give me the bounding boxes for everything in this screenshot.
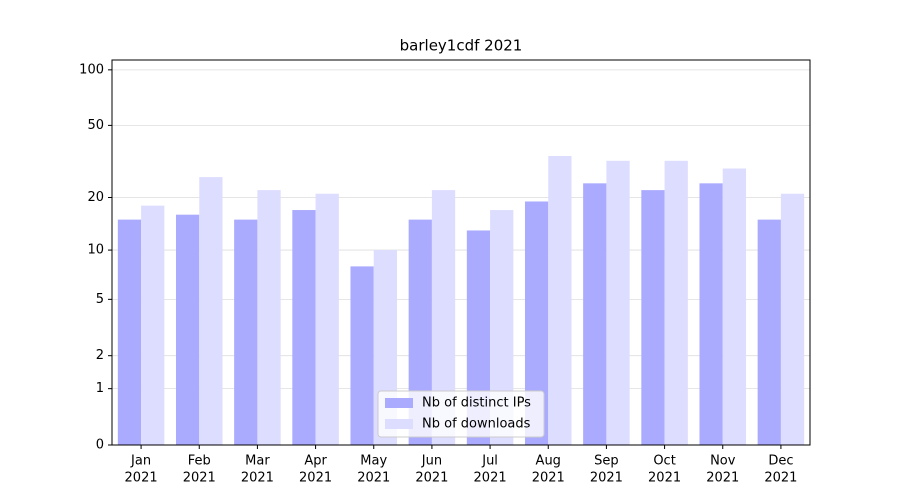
bar [175, 214, 200, 445]
bar [350, 266, 374, 445]
x-tick-label: Jan [130, 454, 151, 469]
x-tick-label: Mar [245, 454, 270, 469]
bar [524, 201, 549, 445]
bar [722, 168, 747, 445]
x-tick-label: 2021 [299, 471, 332, 486]
bar [490, 210, 514, 445]
x-tick-label: 2021 [474, 471, 507, 486]
legend-swatch [385, 398, 413, 408]
bar [199, 177, 223, 445]
y-tick-label: 2 [96, 348, 104, 363]
x-tick-label: Aug [536, 454, 561, 469]
y-tick-label: 0 [96, 438, 104, 453]
bar [257, 190, 281, 445]
legend-box [377, 390, 545, 438]
bar [606, 160, 630, 445]
x-tick-label: 2021 [648, 471, 681, 486]
x-tick-label: 2021 [357, 471, 390, 486]
bar [757, 219, 781, 445]
x-tick-label: Sep [594, 454, 619, 469]
legend-label: Nb of distinct IPs [422, 396, 531, 411]
y-tick-label: 20 [87, 190, 104, 205]
bar [141, 205, 165, 445]
x-tick-label: 2021 [183, 471, 216, 486]
bar [780, 193, 805, 445]
x-tick-label: 2021 [590, 471, 623, 486]
bar [699, 183, 723, 445]
x-tick-label: 2021 [415, 471, 448, 486]
bar [641, 190, 665, 445]
x-tick-label: 2021 [706, 471, 739, 486]
x-tick-label: Dec [768, 454, 793, 469]
y-tick-label: 50 [87, 118, 104, 133]
plot-frame [111, 59, 811, 446]
x-tick-label: 2021 [125, 471, 158, 486]
x-tick-label: 2021 [764, 471, 797, 486]
x-tick-label: Apr [304, 454, 327, 469]
legend-swatch [385, 419, 413, 429]
bar [548, 155, 572, 446]
x-tick-label: Jul [481, 454, 498, 469]
x-tick-label: Oct [653, 454, 675, 469]
x-tick-label: Jun [421, 454, 442, 469]
bar [431, 190, 456, 445]
bar [583, 183, 607, 445]
x-tick-label: 2021 [532, 471, 565, 486]
x-tick-label: Feb [188, 454, 211, 469]
bar [292, 210, 316, 445]
x-tick-label: May [360, 454, 387, 469]
bar [664, 160, 688, 445]
bar [234, 219, 258, 445]
legend-label: Nb of downloads [422, 417, 531, 432]
chart-title: barley1cdf 2021 [400, 37, 523, 55]
y-tick-label: 1 [96, 381, 104, 396]
bar [117, 219, 142, 445]
x-tick-label: Nov [710, 454, 736, 469]
bar [408, 219, 432, 445]
legend: Nb of distinct IPs Nb of downloads [377, 390, 545, 438]
y-tick-label: 5 [96, 292, 104, 307]
y-tick-label: 100 [79, 62, 104, 77]
x-tick-label: 2021 [241, 471, 274, 486]
y-tick-label: 10 [87, 243, 104, 258]
bar [315, 193, 339, 445]
